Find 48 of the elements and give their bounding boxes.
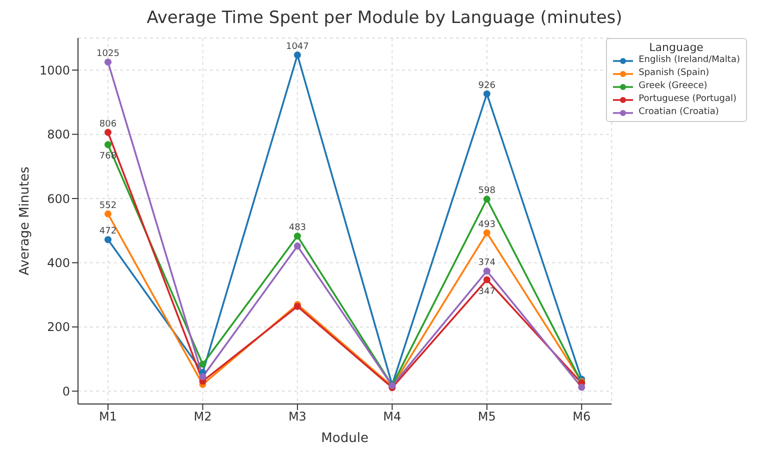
- legend-title: Language: [648, 41, 704, 54]
- data-label: 1047: [286, 42, 309, 52]
- y-tick-label: 400: [47, 256, 70, 270]
- x-tick-label: M2: [194, 410, 212, 424]
- y-tick-label: 600: [47, 192, 70, 206]
- point: [104, 210, 112, 218]
- point: [104, 58, 112, 66]
- data-label: 926: [478, 80, 496, 91]
- point: [104, 141, 112, 148]
- point: [104, 236, 112, 244]
- legend-label: Portuguese (Portugal): [638, 93, 737, 106]
- data-label: 806: [99, 119, 117, 130]
- point: [483, 196, 490, 203]
- data-label: 374: [478, 258, 496, 268]
- x-axis-title: Module: [321, 431, 368, 446]
- y-tick-label: 800: [47, 128, 70, 142]
- point: [578, 384, 586, 391]
- x-tick-label: M1: [99, 410, 117, 424]
- point: [483, 276, 490, 284]
- y-tick-label: 1000: [39, 63, 70, 78]
- point: [294, 232, 301, 240]
- data-label: 347: [478, 286, 496, 297]
- x-tick-label: M6: [572, 410, 591, 424]
- data-label: 598: [478, 186, 496, 196]
- point: [483, 90, 490, 98]
- legend-label: Greek (Greece): [638, 80, 708, 93]
- point: [294, 52, 301, 59]
- point: [294, 242, 301, 250]
- data-label: 483: [288, 223, 306, 234]
- y-axis-title: Average Minutes: [18, 166, 33, 276]
- legend-label: Croatian (Croatia): [638, 106, 719, 119]
- chart-title: Average Time Spent per Module by Language (minutes): [146, 8, 624, 30]
- point: [483, 268, 490, 275]
- data-label: 1025: [96, 49, 120, 60]
- point: [104, 128, 112, 136]
- data-label: 472: [99, 226, 117, 237]
- x-tick-label: M4: [383, 410, 402, 424]
- data-label: 552: [99, 200, 117, 211]
- x-tick-label: M3: [288, 410, 306, 424]
- data-label: 493: [478, 220, 496, 230]
- point: [199, 373, 206, 380]
- point: [199, 360, 206, 368]
- legend-label: English (Ireland/Malta): [638, 54, 740, 67]
- x-tick-label: M5: [478, 410, 496, 424]
- y-tick-label: 0: [62, 384, 70, 398]
- y-tick-label: 200: [47, 320, 70, 334]
- point: [483, 229, 490, 236]
- legend-label: Spanish (Spain): [638, 67, 710, 80]
